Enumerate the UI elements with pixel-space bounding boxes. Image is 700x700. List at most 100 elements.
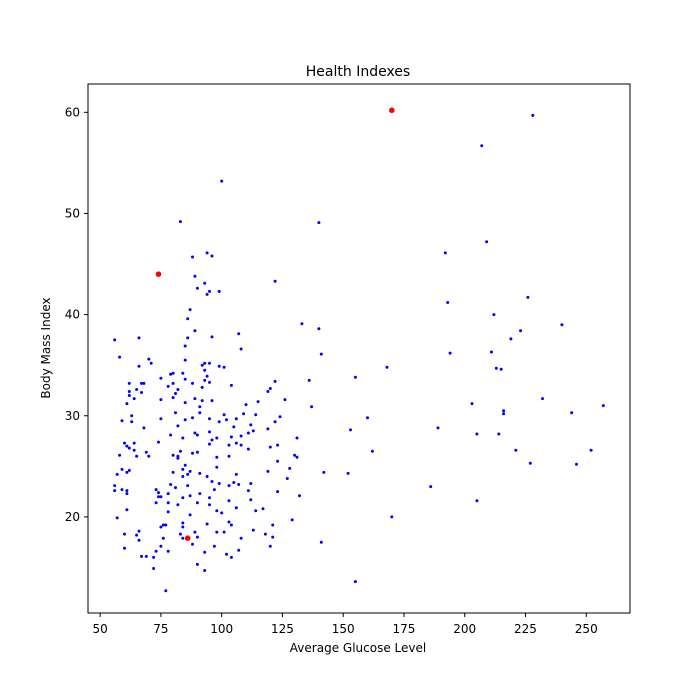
data-point: [502, 409, 506, 413]
data-point: [385, 365, 389, 369]
data-point: [319, 352, 323, 356]
data-point: [208, 289, 211, 293]
data-point: [232, 481, 236, 484]
data-point: [499, 367, 503, 371]
data-point: [234, 472, 238, 476]
data-point: [215, 436, 219, 440]
data-point: [171, 381, 175, 385]
data-point: [147, 454, 151, 458]
data-point: [237, 483, 241, 486]
y-tick-label: 30: [65, 409, 80, 423]
data-point: [174, 486, 177, 490]
data-point: [322, 470, 326, 474]
data-point: [181, 521, 185, 525]
data-point: [349, 428, 352, 432]
data-point: [215, 509, 219, 513]
data-point: [157, 495, 160, 499]
data-point: [181, 436, 185, 440]
data-point: [227, 520, 231, 524]
data-point: [215, 455, 219, 459]
data-point: [137, 336, 141, 340]
data-point: [195, 562, 199, 566]
data-point: [273, 279, 277, 283]
data-point: [220, 511, 224, 515]
data-point: [210, 335, 214, 339]
data-point: [183, 401, 187, 405]
data-point: [171, 453, 175, 457]
data-point: [135, 388, 139, 391]
data-point: [152, 555, 156, 559]
data-point: [142, 426, 146, 430]
data-point: [186, 484, 190, 488]
data-point: [166, 492, 170, 496]
data-point: [227, 484, 231, 488]
data-point: [227, 454, 231, 458]
data-point: [429, 485, 433, 489]
x-tick-label: 125: [271, 622, 294, 636]
data-point: [123, 532, 126, 536]
y-tick-label: 40: [65, 308, 80, 322]
data-point: [195, 286, 199, 290]
data-point: [526, 295, 530, 299]
plot-frame: [87, 83, 631, 614]
data-point: [142, 381, 146, 385]
data-point: [183, 344, 187, 348]
data-point: [127, 390, 131, 393]
data-point: [191, 416, 194, 420]
data-point: [198, 471, 202, 475]
data-point: [225, 418, 228, 422]
data-point: [239, 443, 243, 447]
data-point: [389, 107, 395, 114]
data-point: [123, 546, 126, 550]
data-point: [215, 465, 219, 469]
data-point: [152, 567, 156, 570]
data-point: [169, 483, 173, 486]
data-point: [229, 383, 233, 387]
x-tick-label: 175: [393, 622, 416, 636]
data-point: [220, 179, 224, 183]
data-point: [155, 271, 162, 278]
data-point: [541, 397, 544, 401]
data-point: [166, 549, 170, 553]
data-point: [285, 477, 289, 480]
x-tick-label: 200: [453, 622, 476, 636]
data-point: [205, 292, 209, 296]
data-point: [353, 375, 357, 379]
data-point: [191, 451, 194, 455]
data-point: [125, 508, 129, 512]
data-point: [132, 448, 136, 452]
data-point: [268, 544, 272, 548]
data-point: [159, 417, 163, 421]
data-point: [125, 489, 129, 493]
data-point: [249, 423, 253, 427]
data-point: [130, 420, 134, 424]
data-point: [144, 554, 148, 558]
data-point: [200, 363, 204, 367]
y-tick-label: 50: [65, 206, 80, 220]
data-point: [115, 516, 119, 520]
data-point: [251, 528, 255, 532]
data-point: [295, 455, 299, 459]
data-point: [188, 308, 192, 312]
data-point: [171, 470, 175, 474]
data-point: [191, 542, 194, 546]
data-point: [186, 472, 190, 476]
data-point: [276, 459, 280, 463]
data-point: [159, 525, 163, 529]
data-point: [140, 381, 143, 385]
data-point: [188, 469, 192, 473]
data-point: [195, 450, 199, 454]
data-point: [181, 467, 185, 471]
data-point: [174, 392, 177, 395]
data-point: [140, 554, 143, 558]
data-point: [120, 467, 124, 471]
data-point: [317, 221, 321, 225]
data-point: [176, 503, 180, 507]
data-point: [159, 376, 163, 380]
data-point: [283, 398, 287, 402]
data-point: [307, 378, 311, 382]
data-point: [176, 424, 180, 428]
data-point: [161, 523, 165, 527]
y-tick-label: 60: [65, 105, 80, 119]
data-point: [234, 441, 238, 445]
